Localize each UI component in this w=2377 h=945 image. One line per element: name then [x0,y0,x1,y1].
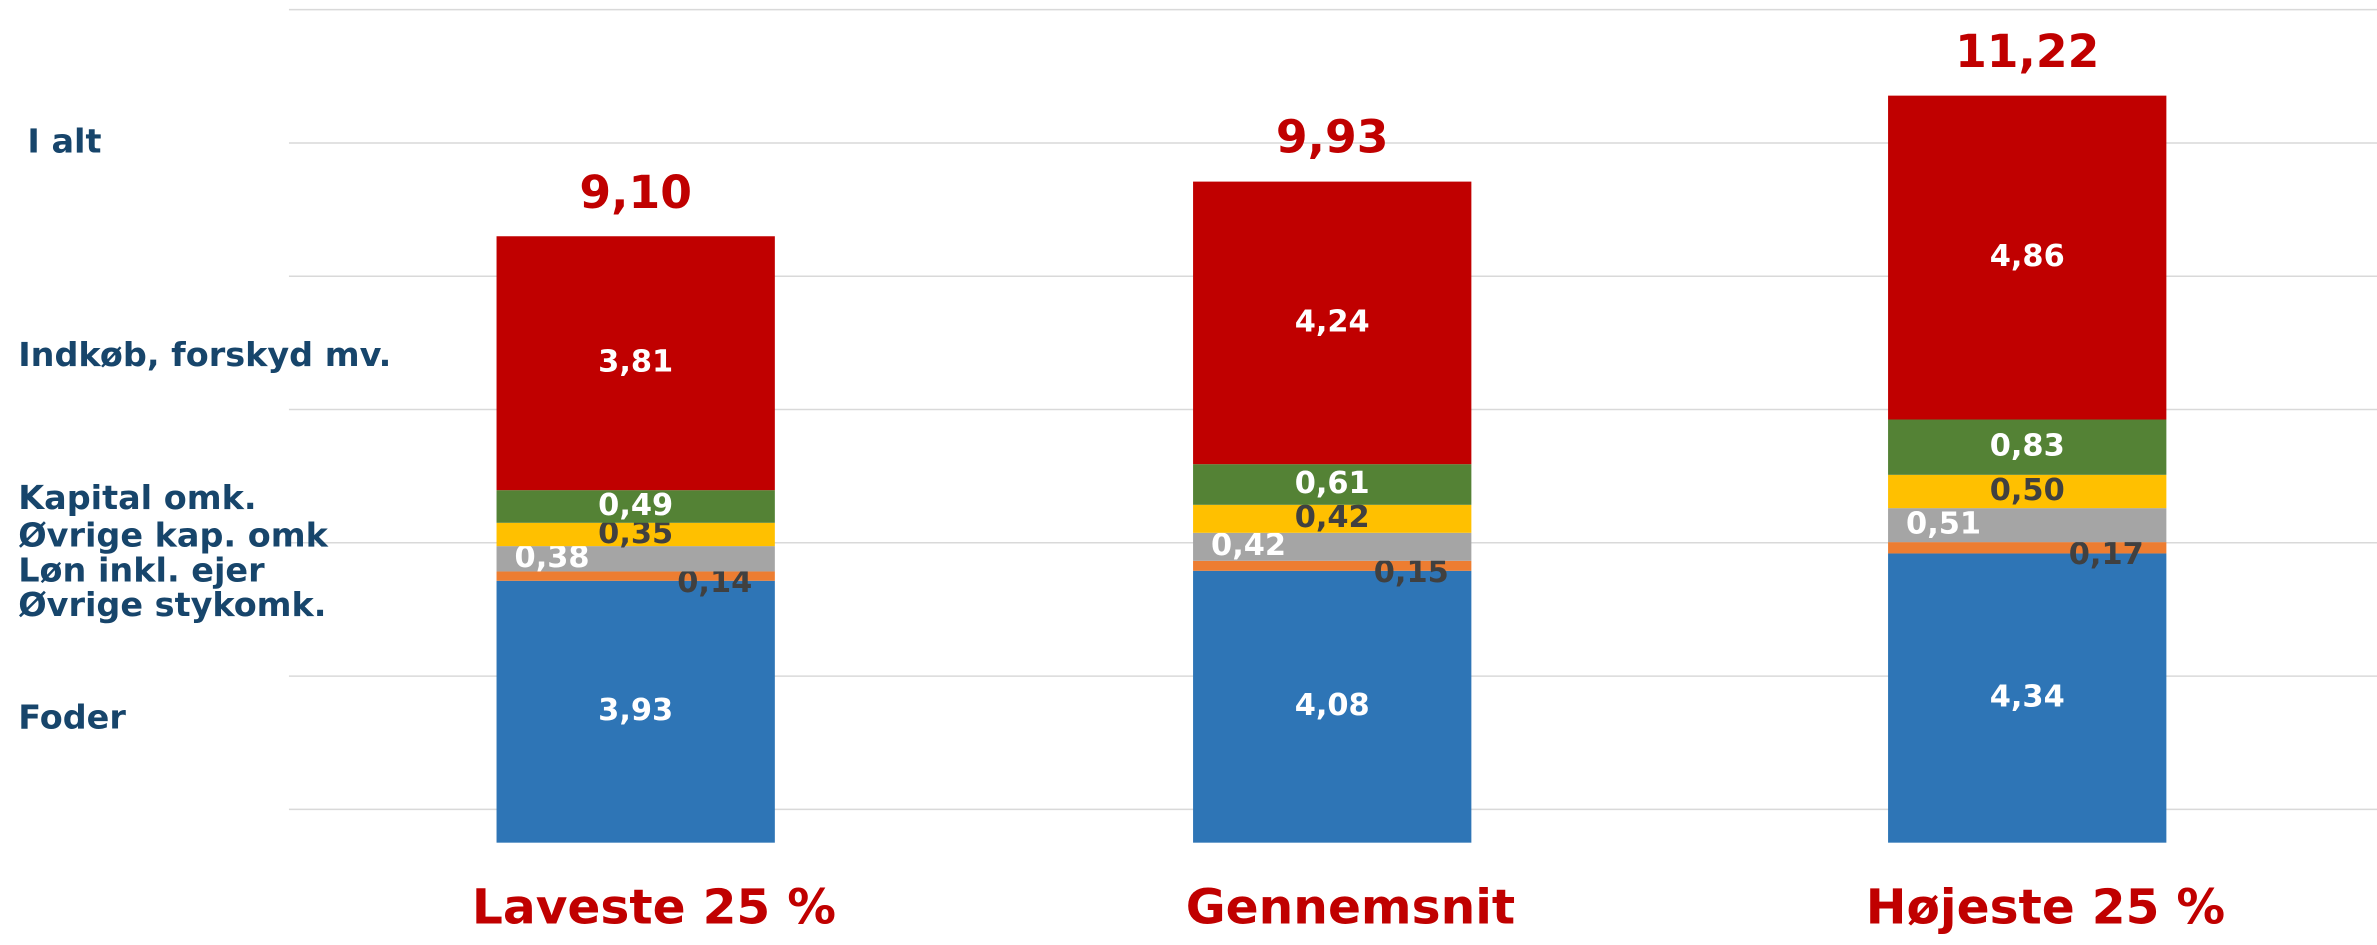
legend-label: Foder [18,698,126,737]
data-label: 3,93 [598,693,673,728]
x-tick-label: Laveste 25 % [472,880,836,936]
bar-segment [1888,419,2167,475]
legend-label: Løn inkl. ejer [18,550,265,589]
legend-label: I alt [27,122,101,161]
total-label: 9,10 [579,166,692,219]
bar-segment [1888,553,2167,843]
data-label: 0,61 [1295,466,1370,501]
legend-label: Øvrige kap. omk [18,516,328,555]
data-label: 0,17 [2069,537,2144,572]
bar-segment [496,490,775,523]
data-label: 4,86 [1990,239,2065,274]
bar-segment [496,546,775,572]
bar-segment [1888,474,2167,509]
bar-segment [1888,542,2167,554]
data-label: 4,08 [1295,688,1370,723]
data-label: 0,49 [598,488,673,523]
bar-segment [1193,532,1472,561]
data-label: 0,51 [1906,507,1981,542]
data-label: 0,38 [515,540,590,575]
x-tick-label: Gennemsnit [1186,880,1515,936]
legend-label: Kapital omk. [18,478,256,517]
bar-segment [1193,560,1472,571]
bar-segment [1193,570,1472,843]
bar-segment [1888,95,2167,420]
total-label: 9,93 [1276,111,1389,164]
bar-segment [496,580,775,843]
x-tick-label: Højeste 25 % [1866,880,2225,936]
legend-label: Indkøb, forskyd mv. [18,335,391,374]
data-label: 0,83 [1990,429,2065,464]
bar-segment [1193,504,1472,533]
bar-segment [1193,181,1472,465]
bar-segment [1193,464,1472,505]
legend-label: Øvrige stykomk. [18,585,326,624]
data-label: 0,50 [1990,473,2065,508]
data-label: 4,34 [1990,680,2065,715]
bar-segment [496,236,775,491]
bar-segment [1888,508,2167,543]
bar-segment [496,522,775,547]
total-label: 11,22 [1955,25,2099,78]
bar-segment [496,571,775,581]
data-label: 3,81 [598,345,673,380]
data-label: 0,42 [1295,500,1370,535]
data-label: 0,42 [1211,528,1286,563]
data-label: 4,24 [1295,304,1370,339]
